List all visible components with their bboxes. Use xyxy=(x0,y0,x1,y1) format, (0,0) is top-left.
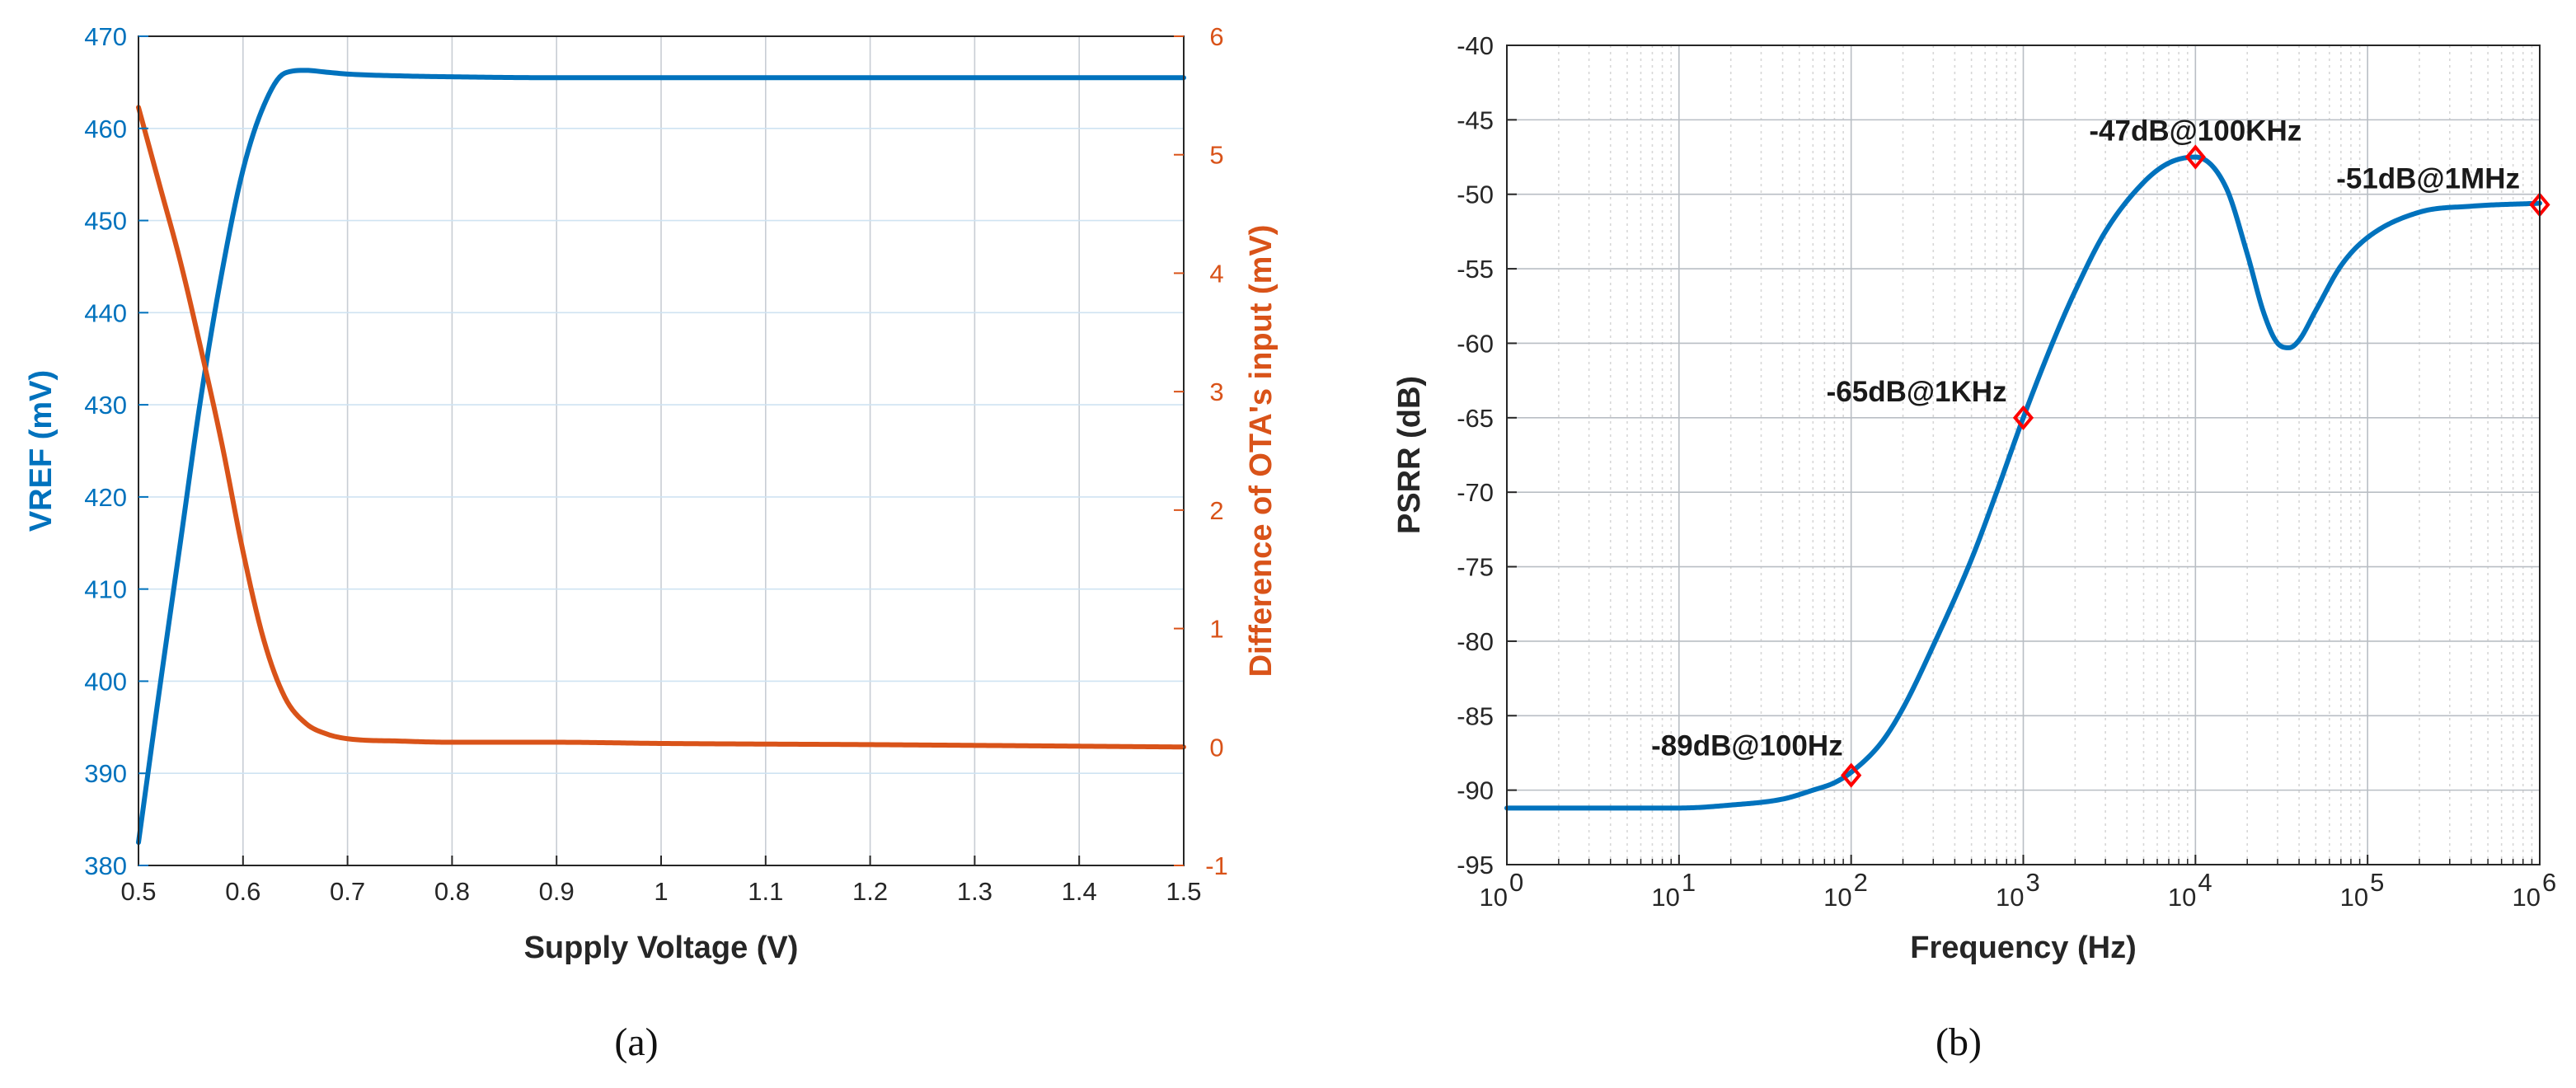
chart-a-x-tick-label: 1.4 xyxy=(1062,877,1097,906)
chart-a-grid xyxy=(138,36,1184,865)
chart-b-y-axis-label: PSRR (dB) xyxy=(1392,376,1427,534)
chart-b-x-tick-base: 10 xyxy=(1996,883,2024,912)
chart-a-series-vref-line xyxy=(136,68,1186,846)
chart-a-y-tick-label-left: 400 xyxy=(84,667,127,696)
chart-a-x-tick-label: 0.7 xyxy=(330,877,365,906)
chart-a-y-tick-label-right: 0 xyxy=(1209,733,1223,762)
chart-b-x-tick-exponent: 4 xyxy=(2198,868,2212,897)
chart-b-x-tick-exponent: 2 xyxy=(1854,868,1868,897)
chart-b-x-tick-base: 10 xyxy=(1480,883,1508,912)
chart-b-y-tick-label: -45 xyxy=(1457,106,1494,134)
chart-a-y-tick-label-left: 430 xyxy=(84,391,127,420)
chart-a-x-tick-label: 1.3 xyxy=(957,877,992,906)
chart-b-annotations: -89dB@100Hz -65dB@1KHz -47dB@100KHz -51dB@1… xyxy=(1651,115,2550,788)
chart-a-x-ticks: 0.5 0.6 0.7 0.8 0.9 1 1.1 1.2 1.3 1.4 1.5 xyxy=(120,856,1202,906)
chart-a-y-axis-label-left: VREF (mV) xyxy=(24,370,59,532)
chart-b-x-tick-base: 10 xyxy=(2168,883,2196,912)
chart-a-x-tick-label: 0.8 xyxy=(434,877,470,906)
chart-a-x-tick-label: 1 xyxy=(654,877,668,906)
chart-a-x-tick-label: 0.6 xyxy=(225,877,260,906)
chart-b-annotation-label: -51dB@1MHz xyxy=(2336,162,2520,195)
chart-b-caption: (b) xyxy=(1936,1020,1982,1064)
chart-a-y-tick-label-left: 450 xyxy=(84,207,127,236)
chart-a-x-tick-label: 0.9 xyxy=(539,877,575,906)
chart-a-x-tick-label: 0.5 xyxy=(120,877,156,906)
chart-b-y-tick-label: -65 xyxy=(1457,404,1494,433)
chart-a-caption: (a) xyxy=(614,1020,658,1064)
chart-a: 0.5 0.6 0.7 0.8 0.9 1 1.1 1.2 1.3 1.4 1.5 38039040… xyxy=(24,22,1279,1064)
chart-a-y-ticks-right: -1 0 1 2 3 4 5 6 xyxy=(1174,22,1228,880)
chart-b-y-tick-label: -85 xyxy=(1457,701,1494,730)
chart-a-x-tick-label: 1.5 xyxy=(1166,877,1201,906)
chart-b-y-ticks: -95 -90 -85 -80 -75 -70 -65 -60 -55 -50 -45 -40 xyxy=(1457,31,1517,879)
chart-b: -89dB@100Hz -65dB@1KHz -47dB@100KHz -51dB@1… xyxy=(1392,31,2556,1064)
chart-b-y-tick-label: -75 xyxy=(1457,553,1494,582)
chart-b-annotation-label: -47dB@100KHz xyxy=(2089,115,2302,148)
chart-a-y-tick-label-right: 1 xyxy=(1209,615,1223,644)
chart-b-x-tick-base: 10 xyxy=(2513,883,2541,912)
chart-a-x-tick-label: 1.2 xyxy=(852,877,888,906)
chart-b-annotation-marker xyxy=(2012,405,2034,430)
chart-a-y-tick-label-left: 440 xyxy=(84,298,127,327)
chart-b-x-tick-exponent: 1 xyxy=(1682,868,1696,897)
chart-a-y-tick-label-left: 460 xyxy=(84,115,127,143)
chart-b-x-tick-base: 10 xyxy=(2340,883,2368,912)
chart-b-series xyxy=(1504,154,2542,811)
chart-a-x-axis-label: Supply Voltage (V) xyxy=(524,931,799,965)
chart-a-y-tick-label-left: 410 xyxy=(84,575,127,604)
chart-a-y-tick-label-right: 3 xyxy=(1209,378,1223,406)
chart-a-y-tick-label-left: 390 xyxy=(84,759,127,788)
chart-a-y-tick-label-right: 5 xyxy=(1209,141,1223,170)
chart-b-y-tick-label: -50 xyxy=(1457,181,1494,209)
chart-b-annotation-label: -65dB@1KHz xyxy=(1827,376,2007,408)
chart-b-x-tick-exponent: 0 xyxy=(1509,868,1523,897)
chart-b-x-tick-base: 10 xyxy=(1823,883,1851,912)
chart-b-x-tick-exponent: 3 xyxy=(2026,868,2040,897)
chart-a-y-tick-label-right: 4 xyxy=(1209,259,1223,288)
chart-a-y-tick-label-left: 420 xyxy=(84,483,127,512)
chart-a-x-tick-label: 1.1 xyxy=(748,877,783,906)
chart-a-y-ticks-left: 380 390 400 410 420 430 440 450 460 470 xyxy=(84,22,148,880)
chart-a-y-axis-label-right: Difference of OTA's input (mV) xyxy=(1244,225,1279,678)
chart-a-y-tick-label-right: -1 xyxy=(1205,851,1228,880)
chart-b-x-tick-exponent: 5 xyxy=(2370,868,2384,897)
chart-b-y-tick-label: -95 xyxy=(1457,851,1494,879)
chart-b-y-tick-label: -70 xyxy=(1457,478,1494,507)
chart-a-y-tick-label-right: 2 xyxy=(1209,496,1223,525)
chart-b-series-psrr-line xyxy=(1504,154,2542,811)
chart-b-annotation-marker xyxy=(2184,144,2206,170)
chart-b-annotation-label: -89dB@100Hz xyxy=(1651,730,1843,762)
chart-b-y-tick-label: -90 xyxy=(1457,776,1494,805)
chart-a-series-ota-diff-line xyxy=(136,105,1186,750)
chart-a-y-tick-label-left: 380 xyxy=(84,851,127,880)
chart-a-series xyxy=(136,68,1186,846)
chart-b-annotation-marker xyxy=(1841,762,1862,788)
chart-a-y-tick-label-left: 470 xyxy=(84,22,127,51)
chart-b-grid xyxy=(1507,45,2540,865)
chart-b-x-tick-base: 10 xyxy=(1651,883,1679,912)
chart-b-x-tick-exponent: 6 xyxy=(2542,868,2556,897)
chart-b-y-tick-label: -60 xyxy=(1457,329,1494,358)
chart-a-y-tick-label-right: 6 xyxy=(1209,22,1223,51)
chart-b-x-axis-label: Frequency (Hz) xyxy=(1910,931,2136,965)
chart-b-y-tick-label: -80 xyxy=(1457,627,1494,656)
chart-b-y-tick-label: -55 xyxy=(1457,255,1494,284)
chart-b-y-tick-label: -40 xyxy=(1457,31,1494,60)
